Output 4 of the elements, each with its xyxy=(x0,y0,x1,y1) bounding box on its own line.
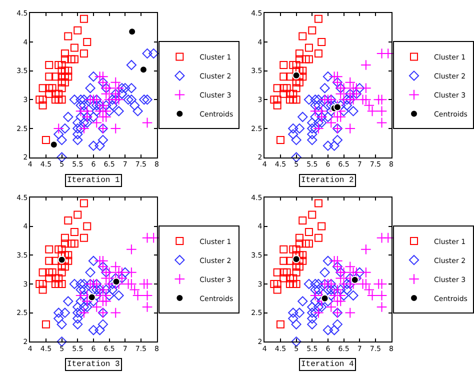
x-axis-title: Iteration 4 xyxy=(301,360,354,369)
x-axis-title: Iteration 1 xyxy=(67,176,120,185)
x-axis-title: Iteration 3 xyxy=(67,360,120,369)
x-axis-title: Iteration 2 xyxy=(301,176,354,185)
